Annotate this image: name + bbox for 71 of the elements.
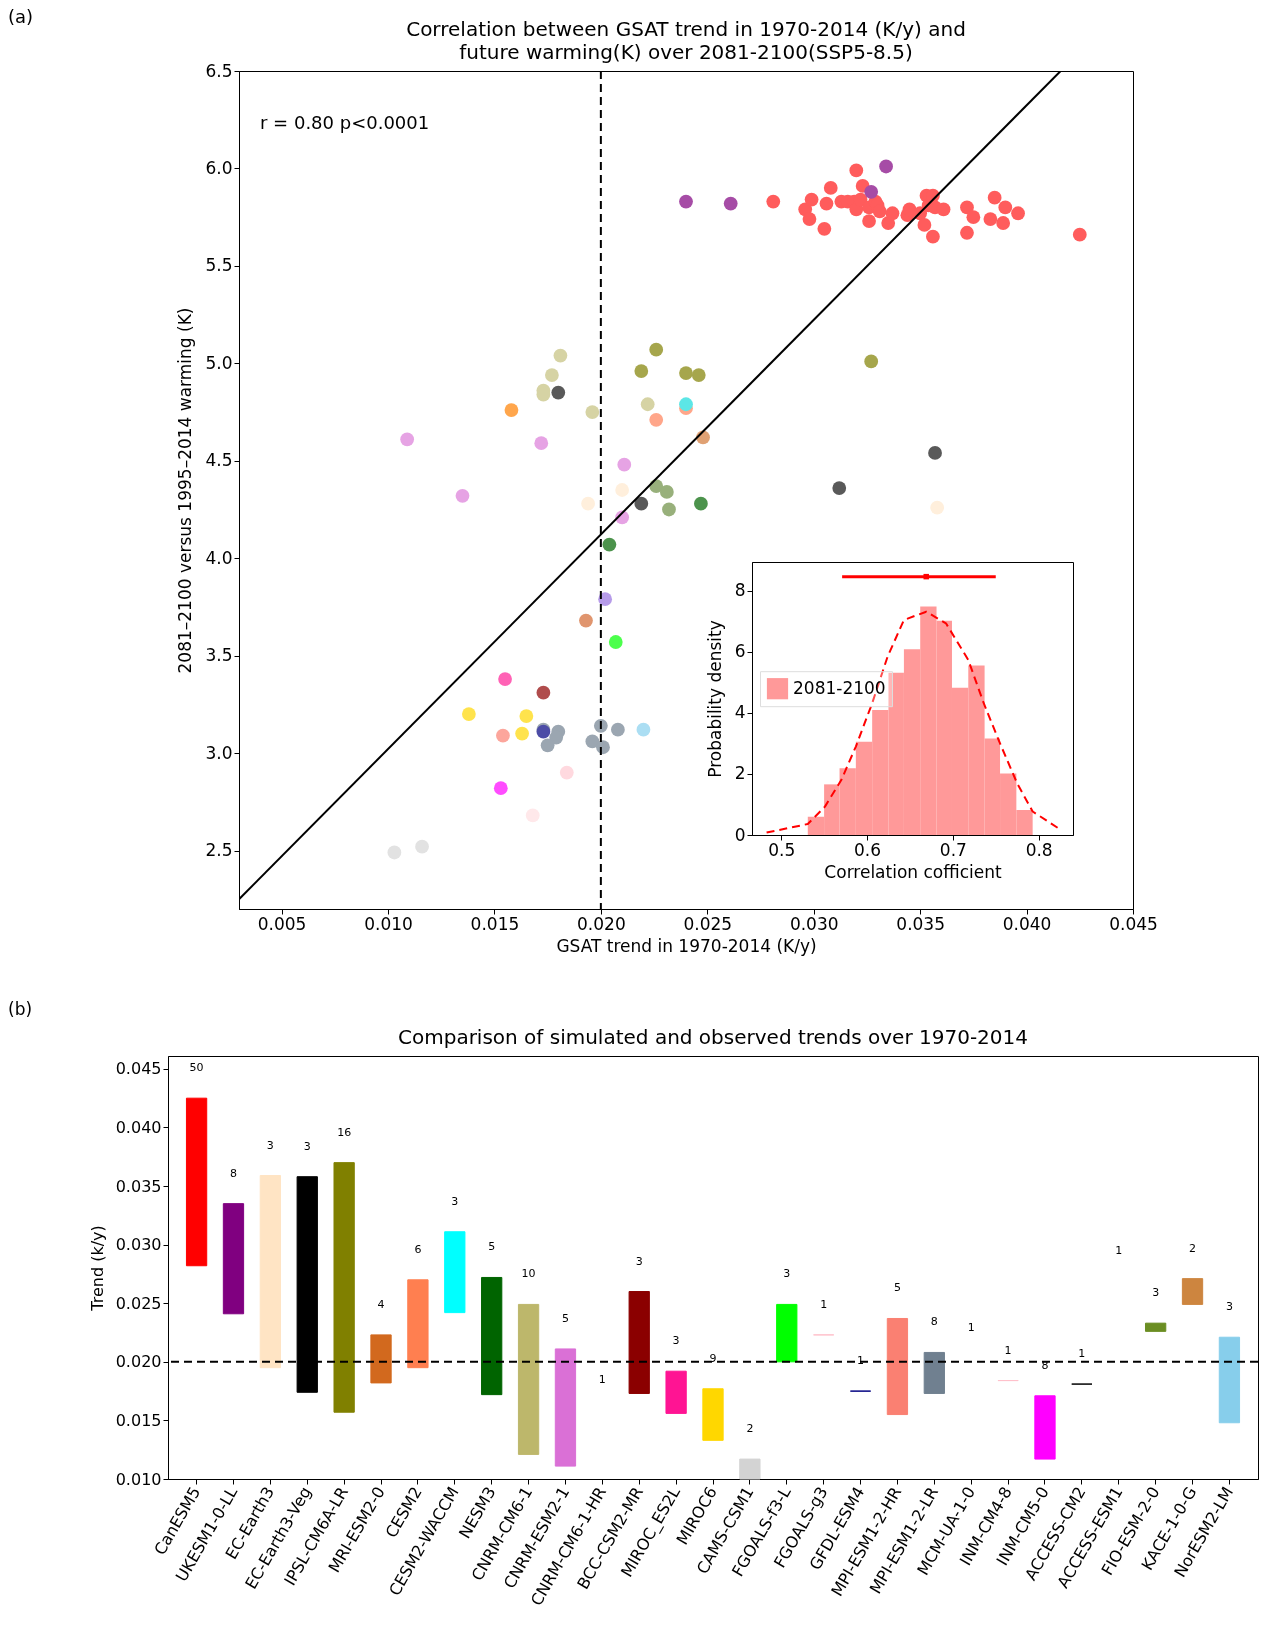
- annotation: 3: [303, 1139, 311, 1153]
- y-tick-label: 0.035: [115, 1176, 162, 1196]
- x-tick-label: 0.030: [789, 913, 839, 934]
- x-axis-title: Correlation cofficient: [824, 861, 1002, 882]
- y-tick-label: 4: [734, 702, 746, 723]
- annotation: 50: [189, 1061, 204, 1075]
- annotation: 3: [1225, 1300, 1233, 1314]
- x-tick-label: 0.010: [364, 913, 413, 934]
- y-tick-label: 0.040: [115, 1117, 162, 1137]
- y-tick-label: 2: [734, 763, 746, 784]
- x-tick-label: 0.005: [257, 913, 307, 934]
- x-tick-label: 0.040: [1002, 913, 1052, 934]
- annotation: 3: [1152, 1286, 1160, 1300]
- x-tick-label: 0.035: [896, 913, 945, 934]
- x-tick-label: 0.7: [939, 839, 967, 860]
- annotation: 4: [377, 1297, 385, 1311]
- y-tick-label: 3.5: [205, 645, 233, 666]
- annotation: 16: [337, 1125, 352, 1139]
- y-tick-label: 6.5: [205, 60, 233, 81]
- y-tick-label: 0.025: [115, 1293, 162, 1313]
- y-axis-title: Probability density: [704, 620, 725, 778]
- chart-title: Comparison of simulated and observed trends over 1970-2014: [398, 1025, 1028, 1049]
- annotation: 2: [1189, 1241, 1197, 1255]
- y-axis-title: 2081–2100 versus 1995–2014 warming (K): [175, 307, 196, 674]
- annotation: 1: [1115, 1243, 1123, 1257]
- y-tick-label: 0.015: [115, 1410, 162, 1430]
- annotation: 3: [451, 1194, 459, 1208]
- x-tick-label: 0.5: [768, 839, 796, 860]
- annotation: 3: [672, 1334, 680, 1348]
- annotation: 1: [598, 1372, 606, 1386]
- annotation: 5: [561, 1311, 569, 1325]
- x-tick-label: 0.045: [1109, 913, 1158, 934]
- text: (b): [8, 999, 33, 1019]
- annotation: 3: [266, 1138, 274, 1152]
- annotation: r = 0.80 p<0.0001: [260, 112, 430, 133]
- annotation: 6: [414, 1242, 422, 1256]
- x-tick-label: 0.020: [577, 913, 626, 934]
- legend-label: 2081-2100: [793, 677, 886, 698]
- annotation: 1: [1004, 1343, 1012, 1357]
- y-tick-label: 6: [734, 641, 746, 662]
- y-tick-label: 4.5: [205, 450, 233, 471]
- annotation: 5: [488, 1240, 496, 1254]
- y-tick-label: 0.020: [115, 1352, 162, 1372]
- annotation: 3: [635, 1254, 643, 1268]
- y-axis-title: Trend (k/y): [87, 1225, 107, 1312]
- annotation: 3: [783, 1267, 791, 1281]
- x-tick-label: 0.8: [1025, 839, 1053, 860]
- y-tick-label: 2.5: [205, 840, 233, 861]
- annotation: 10: [521, 1267, 536, 1281]
- y-tick-label: 0.010: [115, 1469, 162, 1489]
- annotation: 5: [893, 1281, 901, 1295]
- y-tick-label: 4.0: [205, 547, 233, 568]
- y-tick-label: 0.030: [115, 1235, 162, 1255]
- text: (a): [8, 6, 34, 27]
- annotation: 8: [930, 1315, 938, 1329]
- y-tick-label: 5.0: [205, 352, 233, 373]
- y-tick-label: 3.0: [205, 742, 233, 763]
- y-tick-label: 0: [734, 824, 746, 845]
- x-tick-label: 0.025: [683, 913, 733, 934]
- x-axis-title: GSAT trend in 1970-2014 (K/y): [556, 935, 817, 956]
- chart-title: Correlation between GSAT trend in 1970-2014 (K/y) and future warming(K) over 2081-2100(SSP5-8.5): [406, 17, 966, 64]
- annotation: 9: [709, 1351, 717, 1365]
- annotation: 1: [1078, 1347, 1086, 1361]
- annotation: 1: [967, 1321, 975, 1335]
- y-tick-label: 5.5: [205, 255, 233, 276]
- y-tick-label: 6.0: [205, 157, 233, 178]
- x-tick-label: 0.6: [853, 839, 882, 860]
- annotation: 1: [820, 1297, 828, 1311]
- y-tick-label: 8: [734, 580, 746, 601]
- x-tick-label: 0.015: [470, 913, 520, 934]
- y-tick-label: 0.045: [115, 1059, 162, 1079]
